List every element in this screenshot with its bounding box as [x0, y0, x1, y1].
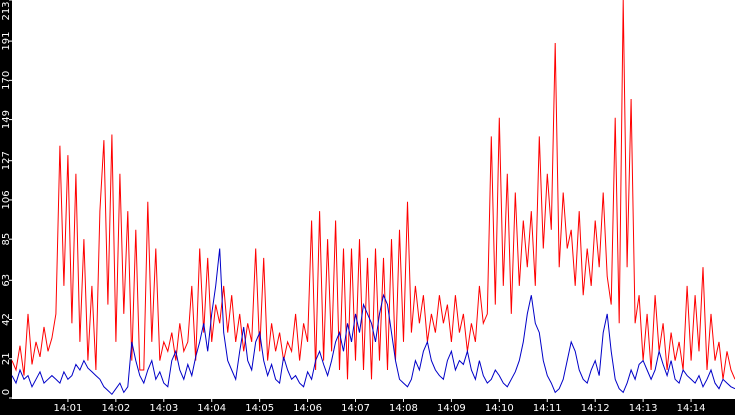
x-tick-label: 14:01 [54, 403, 83, 414]
series-line [11, 0, 735, 380]
y-axis-band [0, 0, 12, 415]
y-tick-label: 21 [1, 352, 12, 365]
y-tick-label: 85 [1, 233, 12, 246]
x-tick-label: 14:10 [485, 403, 514, 414]
y-tick-label: 127 [1, 151, 12, 170]
x-tick-label: 14:03 [149, 403, 178, 414]
x-tick-label: 14:07 [341, 403, 370, 414]
y-tick-label: 106 [1, 190, 12, 209]
x-tick-label: 14:05 [245, 403, 274, 414]
y-tick-label: 63 [1, 274, 12, 287]
y-tick-label: 149 [1, 110, 12, 129]
y-tick-label: 213 [1, 1, 12, 20]
y-tick-label: 0 [1, 389, 12, 395]
x-tick-label: 14:08 [389, 403, 418, 414]
x-tick-label: 14:14 [677, 403, 706, 414]
x-axis-band [0, 399, 735, 415]
series-line [11, 248, 735, 396]
x-tick-label: 14:11 [533, 403, 562, 414]
y-tick-label: 42 [1, 313, 12, 326]
x-tick-label: 14:04 [197, 403, 226, 414]
y-tick-label: 191 [1, 32, 12, 51]
x-tick-label: 14:13 [629, 403, 658, 414]
x-tick-label: 14:02 [101, 403, 130, 414]
x-tick-label: 14:06 [293, 403, 322, 414]
x-tick-label: 14:12 [581, 403, 610, 414]
y-tick-label: 170 [1, 71, 12, 90]
x-tick-label: 14:09 [437, 403, 466, 414]
